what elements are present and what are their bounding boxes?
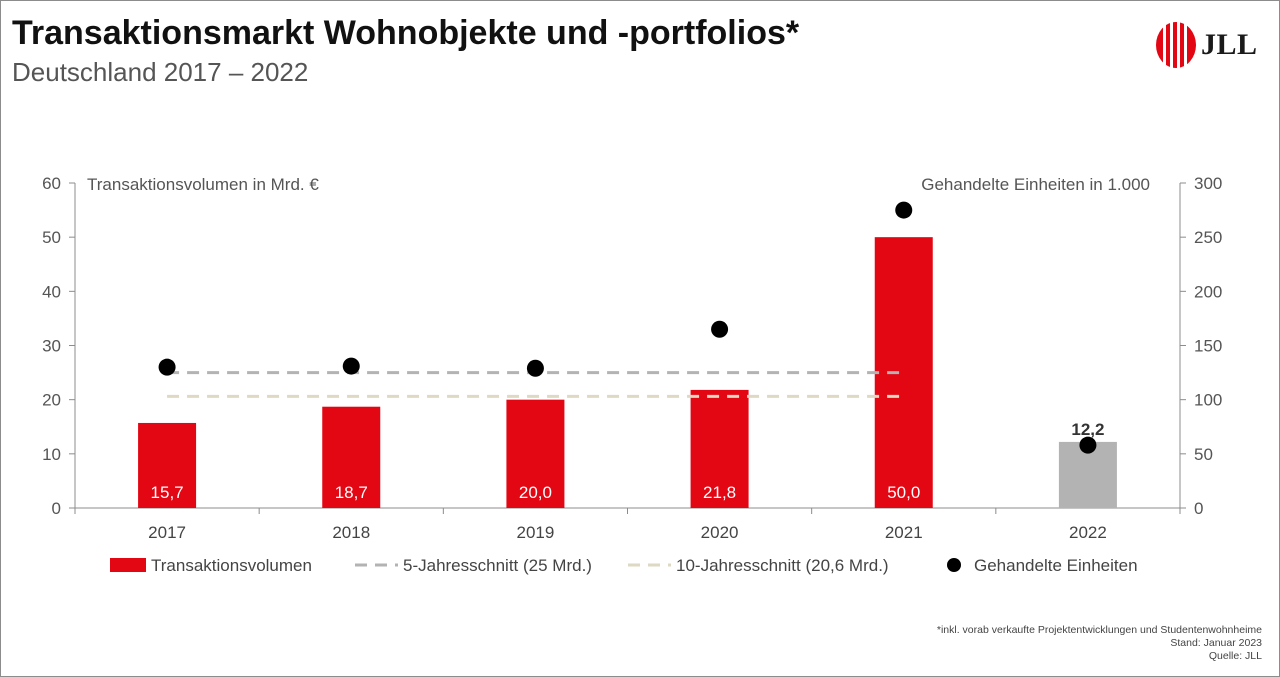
jll-stripes-logo-icon — [1156, 22, 1196, 68]
x-tick-label: 2018 — [332, 523, 370, 542]
legend-swatch-point — [947, 558, 961, 572]
bar-data-label: 18,7 — [335, 483, 368, 502]
y-left-tick-label: 0 — [52, 499, 61, 518]
chart: 0 10 20 30 40 50 60 0 50 100 150 200 250 300 2017 2018 2… — [42, 174, 1222, 575]
y-left-tick-label: 30 — [42, 337, 61, 356]
x-tick-label: 2017 — [148, 523, 186, 542]
bar — [322, 406, 381, 508]
bar — [506, 399, 565, 508]
legend-label: 10-Jahresschnitt (20,6 Mrd.) — [676, 556, 889, 575]
jll-logo: JLL — [1155, 20, 1258, 70]
footnote-line: Quelle: JLL — [1208, 650, 1262, 662]
bar-data-label: 50,0 — [887, 483, 920, 502]
y-left-tick-label: 40 — [42, 282, 61, 301]
y-left-tick-label: 50 — [42, 228, 61, 247]
scatter-point — [526, 359, 544, 377]
y-right-tick-label: 200 — [1194, 282, 1222, 301]
legend-label: 5-Jahresschnitt (25 Mrd.) — [403, 556, 592, 575]
legend-swatch-bar — [110, 558, 146, 572]
y-right-tick-label: 0 — [1194, 499, 1203, 518]
y-right-tick-label: 50 — [1194, 445, 1213, 464]
bar — [874, 237, 933, 508]
y-right-tick-label: 300 — [1194, 174, 1222, 193]
logo-text: JLL — [1201, 28, 1258, 61]
bar-data-label: 20,0 — [519, 483, 552, 502]
bar-data-label: 15,7 — [151, 483, 184, 502]
y-right-tick-label: 150 — [1194, 337, 1222, 356]
bar-data-label: 21,8 — [703, 483, 736, 502]
y-left-tick-label: 10 — [42, 445, 61, 464]
scatter-point — [895, 201, 913, 219]
legend-label: Transaktionsvolumen — [151, 556, 312, 575]
legend-label: Gehandelte Einheiten — [974, 556, 1138, 575]
y-left-tick-label: 60 — [42, 174, 61, 193]
y-right-axis-label: Gehandelte Einheiten in 1.000 — [921, 175, 1150, 194]
scatter-point — [342, 357, 360, 375]
x-tick-label: 2021 — [885, 523, 923, 542]
footnote-line: Stand: Januar 2023 — [1170, 637, 1262, 649]
x-tick-label: 2019 — [517, 523, 555, 542]
x-tick-label: 2022 — [1069, 523, 1107, 542]
bar — [690, 389, 749, 508]
scatter-point — [1079, 436, 1097, 454]
scatter-point — [158, 358, 176, 376]
y-left-tick-label: 20 — [42, 391, 61, 410]
scatter-point — [711, 320, 729, 338]
footnote: *inkl. vorab verkaufte Projektentwicklun… — [937, 624, 1262, 663]
y-right-tick-label: 250 — [1194, 228, 1222, 247]
x-tick-label: 2020 — [701, 523, 739, 542]
y-right-tick-label: 100 — [1194, 391, 1222, 410]
chart-title: Transaktionsmarkt Wohnobjekte und -portf… — [12, 14, 800, 52]
chart-subtitle: Deutschland 2017 – 2022 — [12, 57, 309, 87]
y-left-axis-label: Transaktionsvolumen in Mrd. € — [87, 175, 319, 194]
bar — [138, 422, 197, 508]
footnote-line: *inkl. vorab verkaufte Projektentwicklun… — [936, 624, 1262, 636]
bar-data-label: 12,2 — [1071, 420, 1104, 439]
